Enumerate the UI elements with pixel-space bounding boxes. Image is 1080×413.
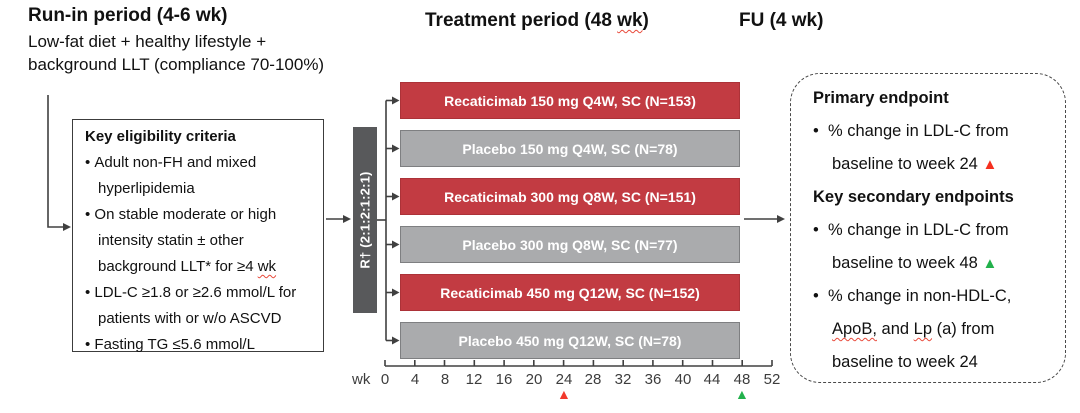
arrowhead-icon xyxy=(343,215,351,223)
endpoint-item-text: (a) from baseline to week 24 xyxy=(832,320,995,371)
treatment-header-text-end: ) xyxy=(642,10,649,31)
arrowhead-icon xyxy=(392,336,400,345)
endpoint-item-text: % change in non-HDL-C, xyxy=(827,287,1012,305)
arrowhead-icon xyxy=(392,240,400,249)
treatment-arm-bar: Recaticimab 300 mg Q8W, SC (N=151) xyxy=(400,178,740,215)
axis-tick-label: 52 xyxy=(763,371,781,388)
axis-tick-label: 16 xyxy=(495,371,513,388)
primary-endpoint-list: % change in LDL-C from baseline to week … xyxy=(813,115,1053,181)
runin-to-eligibility-connector xyxy=(47,95,63,228)
axis-tick-label: 8 xyxy=(440,371,450,388)
arrowhead-icon xyxy=(63,223,71,231)
eligibility-item: LDL-C ≥1.8 or ≥2.6 mmol/L for patients w… xyxy=(85,280,317,332)
endpoint-item-wavy-word: ApoB, xyxy=(832,320,877,338)
arrowhead-icon xyxy=(392,288,400,297)
endpoint-item: % change in LDL-C from baseline to week … xyxy=(813,115,1046,181)
axis-tick-label: 36 xyxy=(644,371,662,388)
eligibility-item: Adult non-FH and mixed hyperlipidemia xyxy=(85,150,317,202)
endpoint-item-text: % change in LDL-C from baseline to week … xyxy=(827,221,1009,272)
primary-endpoint-marker-icon: ▲ xyxy=(982,156,998,173)
randomization-label: R† (2:1:2:1:2:1) xyxy=(357,171,373,269)
placebo-arm-bar: Placebo 300 mg Q8W, SC (N=77) xyxy=(400,226,740,263)
treatment-header-text: Treatment period (48 xyxy=(425,10,618,31)
arrowhead-icon xyxy=(392,144,400,153)
run-in-subtitle-line1: Low-fat diet + healthy lifestyle + xyxy=(28,32,267,51)
axis-tick-label: 24 xyxy=(555,371,573,388)
axis-tick-label: 28 xyxy=(584,371,602,388)
axis-tick-label: 12 xyxy=(465,371,483,388)
axis-tick-label: 20 xyxy=(525,371,543,388)
arrowhead-icon xyxy=(392,192,400,201)
secondary-endpoints-title: Key secondary endpoints xyxy=(813,188,1014,206)
week24-marker-icon: ▲ xyxy=(557,386,571,402)
axis-unit-label: wk xyxy=(352,371,371,388)
treatment-arm-bar: Recaticimab 150 mg Q4W, SC (N=153) xyxy=(400,82,740,119)
treatment-period-header: Treatment period (48 wk) xyxy=(425,10,649,32)
endpoint-item-text: and xyxy=(876,320,914,338)
endpoint-item-text: % change in LDL-C from baseline to week … xyxy=(827,122,1009,173)
eligibility-item-text: On stable moderate or high intensity sta… xyxy=(94,206,277,275)
eligibility-item: On stable moderate or high intensity sta… xyxy=(85,202,317,280)
placebo-arm-bar: Placebo 150 mg Q4W, SC (N=78) xyxy=(400,130,740,167)
follow-up-header: FU (4 wk) xyxy=(739,10,824,31)
run-in-subtitle-line2: background LLT (compliance 70-100%) xyxy=(28,55,325,74)
secondary-endpoint-list: % change in LDL-C from baseline to week … xyxy=(813,214,1053,379)
placebo-arm-bar: Placebo 450 mg Q12W, SC (N=78) xyxy=(400,322,740,359)
eligibility-list: Adult non-FH and mixed hyperlipidemia On… xyxy=(85,150,317,358)
eligibility-criteria-box: Key eligibility criteria Adult non-FH an… xyxy=(72,119,324,353)
treatment-header-wavy-word: wk xyxy=(617,10,643,31)
endpoint-item-wavy-word: Lp xyxy=(913,320,933,338)
axis-tick-label: 44 xyxy=(703,371,721,388)
axis-tick-label: 48 xyxy=(733,371,751,388)
eligibility-title: Key eligibility criteria xyxy=(85,128,236,145)
arrowhead-icon xyxy=(392,96,400,105)
arrowhead-icon xyxy=(777,215,785,223)
axis-tick-label: 0 xyxy=(380,371,390,388)
axis-tick-label: 40 xyxy=(674,371,692,388)
eligibility-item: Fasting TG ≤5.6 mmol/L xyxy=(85,332,317,358)
week48-marker-icon: ▲ xyxy=(735,386,749,402)
axis-tick-label: 4 xyxy=(410,371,420,388)
endpoint-item: % change in non-HDL-C, ApoB, and Lp (a) … xyxy=(813,280,1046,379)
randomization-box: R† (2:1:2:1:2:1) xyxy=(353,127,377,313)
axis-tick-label: 32 xyxy=(614,371,632,388)
primary-endpoint-title: Primary endpoint xyxy=(813,89,949,107)
endpoints-box: Primary endpoint % change in LDL-C from … xyxy=(790,73,1066,383)
treatment-arm-bar: Recaticimab 450 mg Q12W, SC (N=152) xyxy=(400,274,740,311)
eligibility-item-wavy-word: wk xyxy=(257,258,277,275)
run-in-period-header: Run-in period (4-6 wk) Low-fat diet + he… xyxy=(28,5,324,76)
endpoint-item: % change in LDL-C from baseline to week … xyxy=(813,214,1046,280)
run-in-title: Run-in period (4-6 wk) xyxy=(28,5,228,26)
secondary-endpoint-marker-icon: ▲ xyxy=(982,255,998,272)
